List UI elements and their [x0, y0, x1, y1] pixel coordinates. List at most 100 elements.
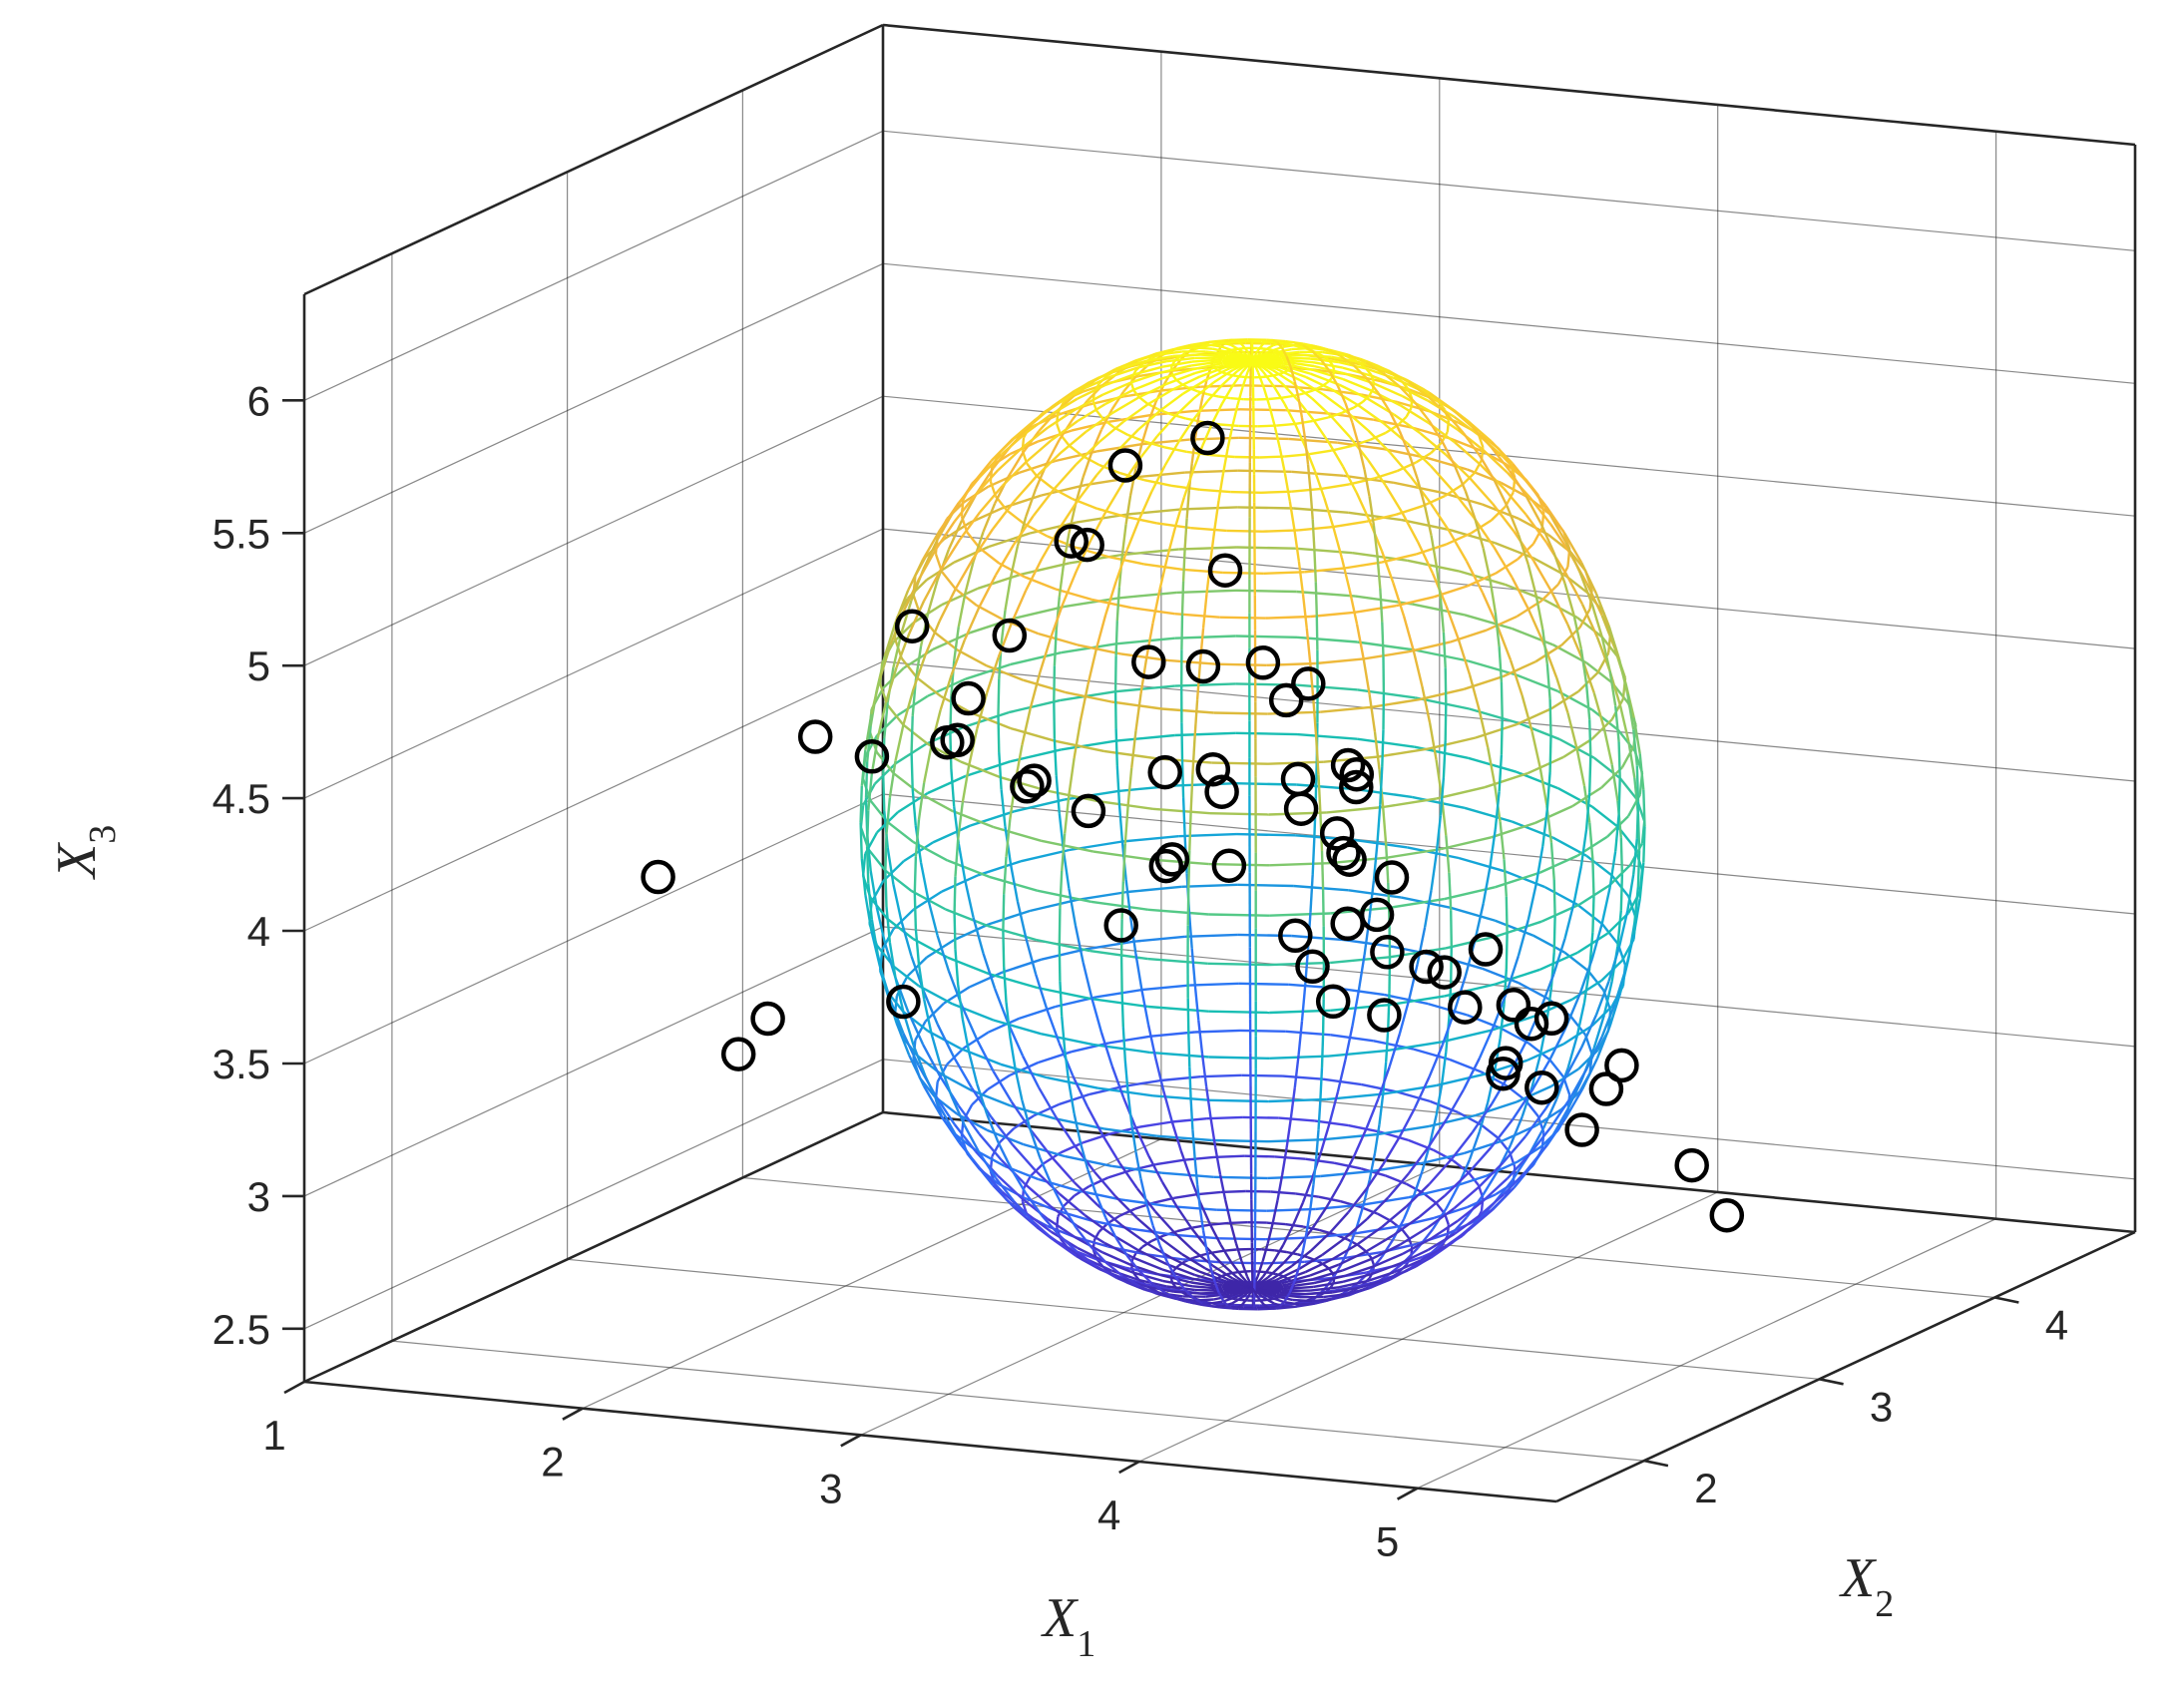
mesh-meridian	[1552, 916, 1556, 953]
mesh-meridian	[990, 438, 1014, 462]
mesh-meridian	[1541, 629, 1548, 664]
mesh-parallel	[1138, 1120, 1172, 1128]
mesh-parallel	[1160, 1075, 1201, 1082]
mesh-parallel	[1194, 1029, 1241, 1034]
mesh-parallel	[1054, 1117, 1104, 1130]
mesh-parallel	[1494, 919, 1534, 937]
mesh-meridian	[992, 1069, 1013, 1102]
mesh-meridian	[1372, 525, 1379, 557]
mesh-meridian	[1161, 360, 1193, 368]
mesh-meridian	[1073, 1112, 1083, 1143]
mesh-meridian	[1231, 1296, 1243, 1305]
mesh-meridian	[1464, 490, 1477, 520]
mesh-parallel	[1182, 568, 1223, 575]
mesh-parallel	[1310, 1232, 1355, 1239]
mesh-parallel	[1276, 422, 1296, 427]
mesh-meridian	[1309, 1263, 1339, 1277]
mesh-parallel	[1457, 1110, 1483, 1126]
mesh-meridian	[1024, 1183, 1052, 1208]
mesh-parallel	[918, 985, 954, 1006]
mesh-parallel	[1059, 1092, 1091, 1105]
mesh-meridian	[1300, 985, 1307, 1022]
mesh-meridian	[1123, 1060, 1129, 1093]
mesh-parallel	[1296, 783, 1356, 791]
mesh-parallel	[1590, 718, 1613, 740]
mesh-meridian	[1320, 1121, 1331, 1152]
mesh-meridian	[894, 724, 905, 762]
mesh-meridian	[1053, 701, 1057, 739]
mesh-parallel	[941, 874, 979, 893]
mesh-meridian	[1525, 514, 1548, 544]
mesh-meridian	[1161, 1268, 1193, 1280]
mesh-meridian	[1059, 1192, 1087, 1217]
mesh-meridian	[1549, 523, 1571, 554]
mesh-parallel	[977, 860, 1022, 877]
mesh-meridian	[908, 1055, 926, 1087]
mesh-parallel	[1002, 494, 1043, 510]
mesh-meridian	[1160, 364, 1192, 374]
mesh-meridian	[1087, 1169, 1097, 1195]
mesh-meridian	[1273, 1302, 1285, 1308]
mesh-meridian	[1387, 369, 1410, 384]
x2-tick-mark	[1994, 1296, 2019, 1304]
data-point	[1330, 747, 1366, 783]
mesh-meridian	[1132, 1256, 1163, 1271]
x2-axis-title: X2	[1839, 1547, 1894, 1625]
mesh-meridian	[1085, 412, 1113, 433]
x1-tick-mark	[840, 1434, 862, 1448]
mesh-meridian	[1330, 415, 1352, 439]
mesh-meridian	[930, 1033, 942, 1067]
mesh-parallel	[1357, 640, 1415, 651]
mesh-parallel	[902, 723, 929, 745]
mesh-meridian	[912, 654, 927, 690]
mesh-meridian	[1549, 1097, 1571, 1128]
mesh-parallel	[1408, 1186, 1451, 1199]
mesh-parallel	[1200, 1073, 1242, 1078]
mesh-meridian	[914, 819, 921, 857]
mesh-meridian	[1453, 415, 1481, 437]
mesh-meridian	[1371, 1262, 1402, 1276]
mesh-meridian	[1632, 729, 1638, 766]
mesh-meridian	[1281, 356, 1311, 360]
mesh-meridian	[1564, 542, 1581, 574]
mesh-meridian	[1580, 562, 1597, 595]
mesh-meridian	[1420, 1245, 1447, 1262]
mesh-meridian	[1137, 491, 1153, 521]
mesh-meridian	[1193, 1157, 1199, 1185]
mesh-parallel	[1226, 529, 1263, 533]
mesh-meridian	[1323, 497, 1335, 528]
mesh-meridian	[1074, 1181, 1099, 1206]
mesh-parallel	[1608, 864, 1632, 887]
mesh-meridian	[1493, 546, 1514, 579]
mesh-meridian	[1344, 1218, 1368, 1240]
mesh-meridian	[1563, 532, 1583, 564]
mesh-meridian	[1000, 610, 1007, 644]
mesh-parallel	[1397, 400, 1431, 413]
mesh-meridian	[1267, 1295, 1285, 1304]
mesh-parallel	[1115, 733, 1175, 742]
mesh-parallel	[1097, 799, 1153, 810]
x1-tick-mark	[562, 1407, 584, 1421]
mesh-meridian	[1004, 577, 1013, 611]
mesh-meridian	[964, 561, 975, 595]
mesh-parallel	[1194, 408, 1241, 413]
mesh-meridian	[1005, 1002, 1012, 1037]
mesh-meridian	[1347, 1188, 1368, 1214]
mesh-meridian	[1406, 442, 1433, 468]
data-point	[1295, 949, 1330, 985]
mesh-meridian	[1445, 835, 1451, 873]
mesh-meridian	[1038, 1086, 1058, 1118]
mesh-meridian	[1166, 1262, 1177, 1278]
mesh-meridian	[1140, 421, 1150, 445]
mesh-meridian	[1187, 911, 1193, 949]
mesh-parallel	[1126, 508, 1182, 516]
mesh-parallel	[1267, 1138, 1324, 1143]
mesh-meridian	[1381, 1205, 1408, 1228]
mesh-meridian	[1572, 615, 1583, 650]
data-point	[1674, 1147, 1709, 1183]
mesh-parallel	[1208, 1056, 1270, 1060]
mesh-meridian	[1001, 461, 1028, 487]
mesh-meridian	[1545, 1117, 1567, 1147]
mesh-meridian	[1009, 1036, 1017, 1069]
mesh-meridian	[1414, 401, 1431, 422]
